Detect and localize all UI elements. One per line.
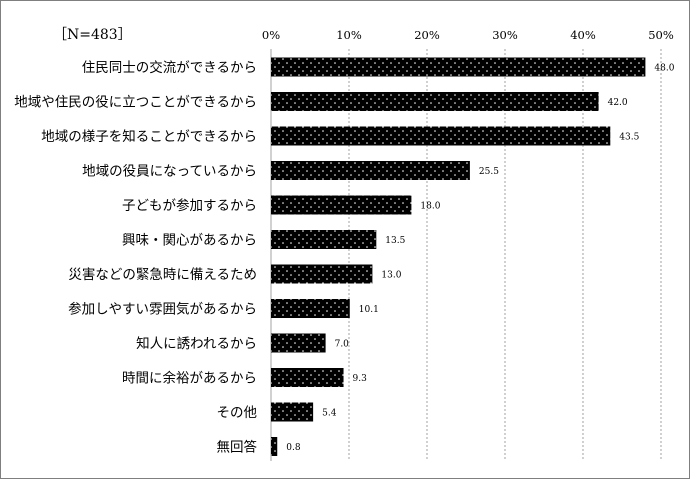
value-label: 48.0 xyxy=(654,64,674,74)
category-label: 参加しやすい雰囲気があるから xyxy=(68,301,257,318)
x-tick-label: 10% xyxy=(336,28,362,42)
category-labels: 住民同士の交流ができるから地域や住民の役に立つことができるから地域の様子を知るこ… xyxy=(14,59,257,456)
bar xyxy=(271,402,314,422)
category-label: 時間に余裕があるから xyxy=(122,370,257,387)
value-label: 42.0 xyxy=(608,98,628,108)
bar xyxy=(271,264,373,284)
value-label: 25.5 xyxy=(479,167,499,177)
bar xyxy=(271,195,412,215)
bar xyxy=(271,299,350,318)
bar xyxy=(271,126,611,146)
x-tick-label: 0% xyxy=(262,28,280,42)
bar xyxy=(271,333,326,353)
value-label: 13.0 xyxy=(381,271,401,281)
value-label: 18.0 xyxy=(420,202,440,212)
bar xyxy=(271,368,344,387)
category-label: 子どもが参加するから xyxy=(122,197,257,214)
category-label: 住民同士の交流ができるから xyxy=(82,59,257,76)
bar xyxy=(271,161,470,180)
value-label: 10.1 xyxy=(359,305,379,315)
sample-size-label: ［N=483］ xyxy=(53,27,132,43)
bars xyxy=(271,57,646,456)
value-label: 5.4 xyxy=(322,409,337,419)
x-tick-label: 20% xyxy=(414,28,440,42)
category-label: 災害などの緊急時に備えるため xyxy=(68,267,257,283)
value-label: 0.8 xyxy=(286,443,301,453)
value-label: 13.5 xyxy=(385,236,405,246)
value-label: 7.0 xyxy=(335,340,350,350)
x-axis-ticks: 0% 10% 20% 30% 40% 50% xyxy=(262,28,674,42)
value-label: 9.3 xyxy=(353,374,368,384)
category-label: 興味・関心があるから xyxy=(122,233,257,249)
category-label: 地域や住民の役に立つことができるから xyxy=(14,95,257,111)
bar xyxy=(271,92,599,111)
x-tick-label: 50% xyxy=(648,28,674,42)
category-label: 無回答 xyxy=(217,439,258,456)
x-tick-label: 40% xyxy=(570,28,596,42)
category-label: 地域の様子を知ることができるから xyxy=(41,128,257,145)
gridlines xyxy=(270,49,662,461)
value-label: 43.5 xyxy=(619,133,639,143)
x-tick-label: 30% xyxy=(492,28,518,42)
bar xyxy=(271,57,646,77)
category-label: 地域の役員になっているから xyxy=(82,164,257,180)
bar xyxy=(271,230,377,249)
category-label: 知人に誘われるから xyxy=(136,335,257,352)
category-label: その他 xyxy=(217,405,258,421)
bar xyxy=(271,437,278,456)
value-labels: 48.0 42.0 43.5 25.5 18.0 13.5 13.0 10.1 7.0 9.3 5.… xyxy=(286,64,674,454)
